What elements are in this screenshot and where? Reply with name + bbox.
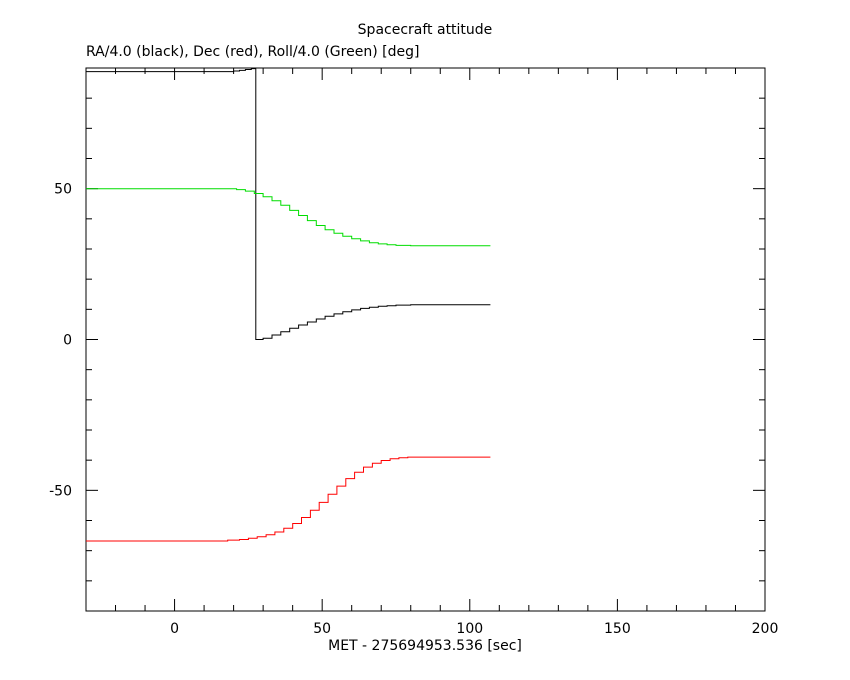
- series-line-ra-4-0: [86, 68, 491, 340]
- x-axis-label: MET - 275694953.536 [sec]: [328, 638, 522, 654]
- plot-frame: [85, 67, 766, 612]
- x-tick-label: 0: [170, 621, 179, 637]
- series-line-dec: [86, 456, 491, 542]
- series-line-roll-4-0: [86, 188, 491, 247]
- x-tick-label: 150: [604, 621, 631, 637]
- chart-title: Spacecraft attitude: [357, 22, 493, 38]
- x-tick-label: 50: [313, 621, 331, 637]
- y-tick-label: 0: [63, 333, 72, 349]
- x-tick-label: 200: [752, 621, 779, 637]
- y-tick-label: 50: [54, 182, 72, 198]
- x-tick-label: 100: [456, 621, 483, 637]
- chart-subtitle: RA/4.0 (black), Dec (red), Roll/4.0 (Gre…: [86, 44, 420, 60]
- y-tick-label: -50: [49, 483, 72, 499]
